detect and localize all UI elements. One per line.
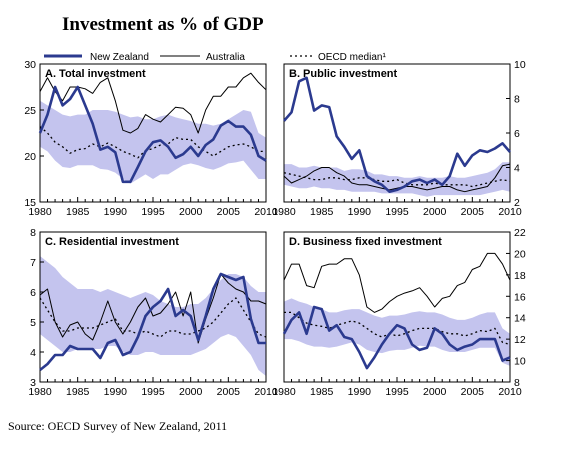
x-tick-label: 2010 bbox=[254, 206, 278, 218]
legend: New Zealand Australia OECD median¹ bbox=[44, 52, 386, 63]
x-tick-label: 2010 bbox=[498, 206, 522, 218]
new-zealand-line bbox=[282, 305, 511, 370]
y-tick-label: 22 bbox=[514, 227, 526, 239]
new-zealand-line bbox=[39, 272, 266, 372]
legend-label-new-zealand: New Zealand bbox=[90, 52, 149, 63]
y-tick-label: 8 bbox=[514, 94, 520, 106]
x-tick-label: 2010 bbox=[498, 386, 522, 398]
y-tick-label: 8 bbox=[514, 377, 520, 389]
y-tick-label: 6 bbox=[30, 287, 36, 299]
x-tick-label: 1980 bbox=[28, 206, 52, 218]
x-tick-label: 1995 bbox=[141, 206, 165, 218]
x-tick-label: 2000 bbox=[423, 386, 447, 398]
x-tick-label: 1995 bbox=[385, 386, 409, 398]
australia-line bbox=[39, 273, 267, 344]
y-tick-label: 8 bbox=[30, 227, 36, 239]
oecd-range-band bbox=[284, 298, 510, 366]
oecd-median-line bbox=[284, 311, 511, 346]
x-tick-label: 2000 bbox=[179, 206, 203, 218]
y-tick-label: 4 bbox=[30, 347, 36, 359]
panel-title: D. Business fixed investment bbox=[289, 236, 442, 248]
y-tick-label: 5 bbox=[30, 317, 36, 329]
x-tick-label: 1980 bbox=[272, 386, 296, 398]
y-tick-label: 2 bbox=[514, 197, 520, 209]
x-tick-label: 1980 bbox=[28, 386, 52, 398]
new-zealand-line bbox=[283, 76, 511, 193]
x-tick-label: 1985 bbox=[310, 206, 334, 218]
x-tick-label: 2000 bbox=[179, 386, 203, 398]
y-tick-label: 25 bbox=[24, 105, 36, 117]
panel-c-residential-investment: C. Residential investment 3 4 5 6 7 8 1980 1985 1… bbox=[28, 227, 278, 398]
x-tick-label: 1990 bbox=[104, 386, 128, 398]
x-tick-label: 2005 bbox=[217, 206, 241, 218]
x-tick-label: 2000 bbox=[423, 206, 447, 218]
y-tick-label: 30 bbox=[24, 59, 36, 71]
panel-b-public-investment: B. Public investment 2 4 6 8 10 1980 1985 1990 19… bbox=[272, 59, 526, 218]
x-tick-label: 1985 bbox=[66, 206, 90, 218]
legend-label-oecd-median: OECD median¹ bbox=[318, 52, 386, 63]
panel-title: A. Total investment bbox=[45, 68, 146, 80]
y-tick-label: 6 bbox=[514, 128, 520, 140]
y-tick-label: 20 bbox=[514, 248, 526, 260]
y-tick-label: 4 bbox=[514, 163, 520, 175]
x-tick-label: 2005 bbox=[217, 386, 241, 398]
y-tick-label: 12 bbox=[514, 334, 526, 346]
figure-title: Investment as % of GDP bbox=[62, 14, 264, 35]
oecd-median-line bbox=[39, 297, 267, 338]
y-tick-label: 18 bbox=[514, 270, 526, 282]
panel-d-business-fixed-investment: D. Business fixed investment 8 10 12 14 16 18 2… bbox=[272, 227, 526, 398]
panel-title: C. Residential investment bbox=[45, 236, 179, 248]
panel-a-total-investment: A. Total investment 15 20 25 30 1980 1985 1990 1… bbox=[24, 59, 278, 218]
y-tick-label: 10 bbox=[514, 59, 526, 71]
oecd-median-line bbox=[39, 126, 266, 159]
x-tick-label: 1995 bbox=[141, 386, 165, 398]
new-zealand-line bbox=[38, 85, 267, 184]
x-tick-label: 1980 bbox=[272, 206, 296, 218]
y-tick-label: 15 bbox=[24, 197, 36, 209]
oecd-median-line bbox=[283, 172, 511, 188]
x-tick-label: 2005 bbox=[461, 206, 485, 218]
y-tick-label: 3 bbox=[30, 377, 36, 389]
y-tick-label: 7 bbox=[30, 257, 36, 269]
y-tick-label: 14 bbox=[514, 313, 526, 325]
australia-line bbox=[283, 252, 511, 313]
x-tick-label: 1985 bbox=[310, 386, 334, 398]
source-note: Source: OECD Survey of New Zealand, 2011 bbox=[8, 419, 227, 433]
x-tick-label: 2005 bbox=[461, 386, 485, 398]
x-tick-label: 1995 bbox=[385, 206, 409, 218]
x-tick-label: 1985 bbox=[66, 386, 90, 398]
x-tick-label: 1990 bbox=[348, 206, 372, 218]
x-tick-label: 1990 bbox=[104, 206, 128, 218]
x-tick-label: 1990 bbox=[348, 386, 372, 398]
australia-line bbox=[283, 163, 511, 193]
y-tick-label: 20 bbox=[24, 151, 36, 163]
legend-label-australia: Australia bbox=[206, 52, 245, 63]
panel-title: B. Public investment bbox=[289, 68, 398, 80]
x-tick-label: 2010 bbox=[254, 386, 278, 398]
y-tick-label: 16 bbox=[514, 291, 526, 303]
y-tick-label: 10 bbox=[514, 356, 526, 368]
